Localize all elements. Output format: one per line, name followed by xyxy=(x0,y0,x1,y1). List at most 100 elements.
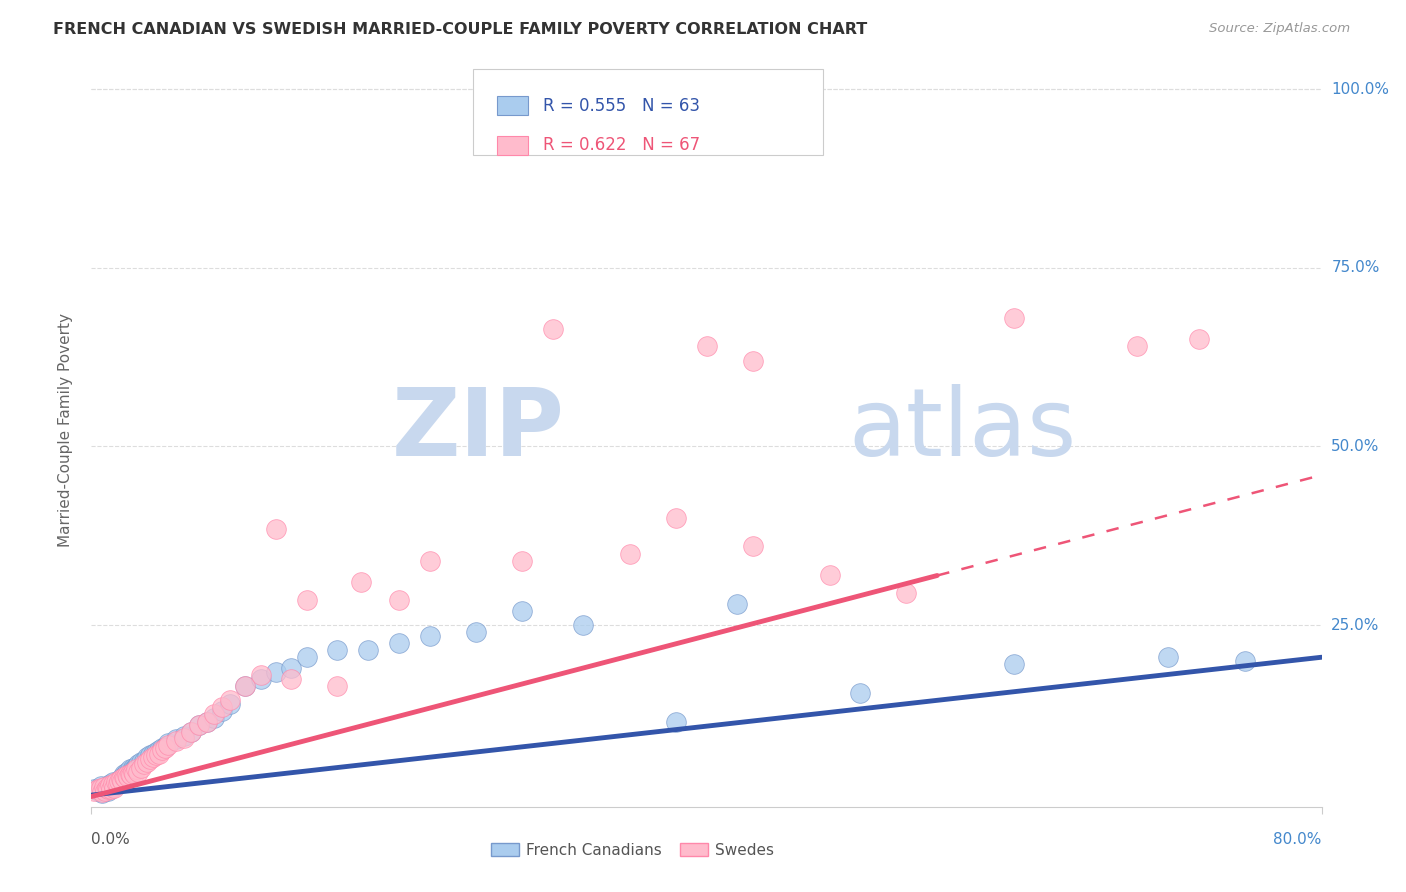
FancyBboxPatch shape xyxy=(498,136,529,154)
Point xyxy=(115,764,138,779)
Legend: French Canadians, Swedes: French Canadians, Swedes xyxy=(485,837,780,863)
Point xyxy=(180,725,202,739)
Text: Source: ZipAtlas.com: Source: ZipAtlas.com xyxy=(1209,22,1350,36)
Point xyxy=(148,743,170,757)
Point xyxy=(157,736,180,750)
Point xyxy=(115,768,138,782)
Point xyxy=(125,763,148,777)
Point xyxy=(419,629,441,643)
Point xyxy=(1126,339,1149,353)
Text: FRENCH CANADIAN VS SWEDISH MARRIED-COUPLE FAMILY POVERTY CORRELATION CHART: FRENCH CANADIAN VS SWEDISH MARRIED-COUPL… xyxy=(53,22,868,37)
Point xyxy=(86,782,108,797)
Point xyxy=(107,777,129,791)
Point xyxy=(148,747,170,761)
Point xyxy=(93,780,115,794)
Point xyxy=(464,625,486,640)
Point xyxy=(173,731,195,745)
Point xyxy=(110,772,132,786)
Point xyxy=(665,714,688,729)
Point xyxy=(105,775,127,789)
Point xyxy=(1187,332,1209,346)
Point xyxy=(125,759,148,773)
Point xyxy=(145,748,167,763)
Point xyxy=(124,763,146,777)
Point xyxy=(112,766,135,780)
Point xyxy=(572,618,595,632)
Point xyxy=(94,784,117,798)
Point xyxy=(741,540,763,554)
Point xyxy=(100,780,122,795)
Point xyxy=(818,568,841,582)
Point xyxy=(1002,310,1025,325)
Point xyxy=(165,732,187,747)
Point xyxy=(103,779,125,793)
Point xyxy=(218,693,240,707)
Point xyxy=(111,773,134,788)
Point xyxy=(83,784,105,798)
Point xyxy=(120,764,142,779)
Y-axis label: Married-Couple Family Poverty: Married-Couple Family Poverty xyxy=(58,313,73,548)
Point xyxy=(150,741,173,756)
Point xyxy=(295,593,318,607)
Point xyxy=(91,786,114,800)
Point xyxy=(132,754,155,768)
Point xyxy=(145,745,167,759)
Point xyxy=(96,779,118,793)
Point xyxy=(249,672,271,686)
Point xyxy=(357,643,380,657)
Point xyxy=(349,575,371,590)
Point xyxy=(103,780,125,795)
Point xyxy=(105,777,127,791)
Text: 50.0%: 50.0% xyxy=(1331,439,1379,454)
Point xyxy=(139,752,162,766)
Point xyxy=(124,766,146,780)
Text: 75.0%: 75.0% xyxy=(1331,260,1379,276)
Point xyxy=(896,586,918,600)
Point xyxy=(195,714,218,729)
Point xyxy=(83,782,105,797)
Point xyxy=(86,784,108,798)
Point xyxy=(100,782,122,797)
Point xyxy=(98,778,121,792)
Text: ZIP: ZIP xyxy=(392,384,565,476)
Point xyxy=(122,761,145,775)
Point xyxy=(619,547,641,561)
Point xyxy=(233,679,256,693)
Point xyxy=(111,770,134,784)
Point xyxy=(211,704,233,718)
Point xyxy=(120,768,142,782)
Point xyxy=(725,597,748,611)
Point xyxy=(97,782,120,797)
Point xyxy=(541,321,564,335)
Point xyxy=(107,773,129,788)
Point xyxy=(218,697,240,711)
Text: R = 0.555   N = 63: R = 0.555 N = 63 xyxy=(543,97,700,115)
Point xyxy=(122,764,145,779)
Point xyxy=(117,770,139,784)
Point xyxy=(180,725,202,739)
Point xyxy=(157,738,180,752)
Point xyxy=(173,729,195,743)
Point xyxy=(135,756,157,770)
Point xyxy=(139,748,162,763)
Point xyxy=(195,714,218,729)
Point xyxy=(153,739,177,754)
Text: atlas: atlas xyxy=(848,384,1076,476)
Point xyxy=(142,750,165,764)
Point xyxy=(849,686,872,700)
Point xyxy=(150,743,173,757)
Point xyxy=(142,747,165,761)
Point xyxy=(108,773,131,788)
Point xyxy=(108,775,131,789)
Point xyxy=(264,665,287,679)
Point xyxy=(110,772,132,786)
Point xyxy=(741,353,763,368)
Point xyxy=(98,777,121,791)
Point xyxy=(388,593,411,607)
Text: R = 0.622   N = 67: R = 0.622 N = 67 xyxy=(543,136,700,154)
Point xyxy=(129,756,152,770)
Point xyxy=(388,636,411,650)
Point xyxy=(264,522,287,536)
Point xyxy=(211,700,233,714)
Point xyxy=(326,643,349,657)
